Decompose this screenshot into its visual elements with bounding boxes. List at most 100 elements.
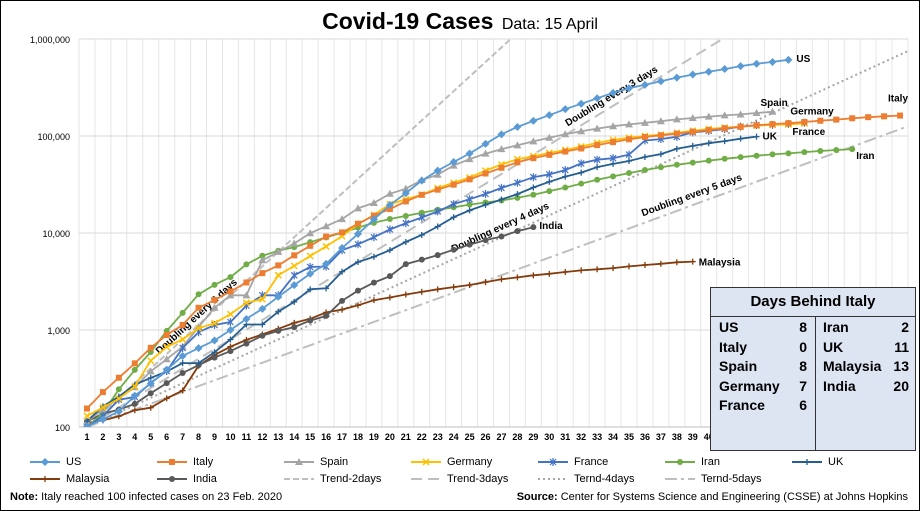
- chart-subtitle: Data: 15 April: [501, 16, 598, 33]
- series-end-label: Malaysia: [699, 258, 741, 269]
- data-point: [594, 142, 601, 149]
- data-point: [897, 112, 904, 119]
- y-tick-label: 1,000,000: [30, 35, 70, 45]
- x-tick-label: 18: [353, 432, 363, 442]
- data-point: [657, 260, 664, 267]
- data-point: [673, 259, 680, 266]
- data-point: [369, 215, 378, 224]
- data-point: [530, 272, 537, 279]
- data-point: [243, 340, 250, 347]
- data-point: [179, 321, 186, 328]
- data-point: [673, 161, 680, 168]
- days-behind-heading: Days Behind Italy: [711, 288, 915, 317]
- data-point: [291, 252, 298, 259]
- series-end-label: Spain: [760, 98, 787, 109]
- legend-swatch: [538, 478, 568, 480]
- data-point: [450, 214, 457, 221]
- legend-swatch: [284, 478, 314, 480]
- data-point: [434, 207, 442, 216]
- data-point: [657, 151, 664, 158]
- data-point: [131, 400, 138, 407]
- days-value: 20: [893, 377, 909, 394]
- data-point: [290, 281, 299, 290]
- data-point: [481, 149, 490, 157]
- data-point: [243, 279, 250, 286]
- legend-label: Italy: [193, 456, 214, 468]
- x-tick-label: 26: [481, 432, 491, 442]
- data-point: [768, 107, 777, 115]
- chart-title: Covid-19 Cases: [322, 8, 494, 34]
- data-point: [422, 458, 430, 466]
- data-point: [466, 207, 473, 214]
- data-point: [402, 219, 410, 228]
- days-value: 6: [799, 397, 807, 413]
- data-point: [817, 148, 824, 155]
- data-point: [529, 116, 538, 125]
- x-tick-label: 8: [196, 432, 201, 442]
- data-point: [689, 258, 696, 265]
- data-point: [433, 166, 442, 175]
- y-tick-label: 10,000: [42, 229, 70, 239]
- legend-swatch: [157, 459, 187, 465]
- data-point: [307, 286, 314, 293]
- days-row-iran: Iran 2: [823, 318, 909, 338]
- data-point: [290, 239, 299, 247]
- data-point: [513, 122, 522, 131]
- data-point: [354, 220, 361, 227]
- legend-swatch-marker: [169, 476, 175, 482]
- note-label: Note:: [10, 491, 39, 503]
- data-point: [656, 117, 665, 125]
- data-point: [226, 326, 235, 334]
- data-point: [594, 176, 601, 183]
- data-point: [609, 154, 617, 163]
- data-point: [849, 115, 856, 122]
- legend-swatch: [30, 458, 60, 466]
- data-point: [562, 184, 569, 191]
- data-point: [274, 271, 282, 279]
- data-point: [704, 112, 713, 120]
- data-point: [386, 247, 393, 254]
- data-point: [386, 294, 393, 301]
- legend-swatch-marker: [422, 458, 430, 466]
- data-point: [752, 59, 761, 68]
- data-point: [385, 189, 394, 197]
- data-point: [482, 190, 489, 199]
- data-point: [147, 390, 154, 397]
- data-point: [578, 145, 585, 152]
- data-point: [322, 242, 330, 250]
- legend-label: Malaysia: [66, 473, 110, 485]
- data-point: [785, 150, 792, 157]
- data-point: [179, 370, 186, 377]
- legend-swatch: [792, 459, 822, 465]
- data-point: [769, 121, 776, 128]
- data-point: [641, 167, 648, 174]
- data-point: [210, 319, 219, 327]
- data-point: [561, 166, 569, 175]
- legend-swatch-marker: [295, 458, 303, 465]
- legend-swatch: [157, 476, 187, 482]
- data-point: [306, 269, 315, 278]
- legend-swatch: [30, 476, 60, 482]
- days-country: US: [719, 319, 739, 335]
- data-point: [339, 306, 346, 313]
- data-point: [801, 149, 808, 156]
- days-row-uk: UK 11: [823, 338, 909, 358]
- x-tick-label: 31: [560, 432, 570, 442]
- data-point: [497, 145, 506, 153]
- data-point: [402, 291, 409, 298]
- data-point: [99, 403, 107, 411]
- data-point: [307, 242, 314, 249]
- data-point: [641, 261, 648, 268]
- x-tick-label: 32: [576, 432, 586, 442]
- data-point: [705, 140, 712, 147]
- data-point: [83, 405, 90, 412]
- data-point: [386, 206, 393, 213]
- data-point: [720, 111, 729, 119]
- data-point: [370, 253, 377, 260]
- data-point: [307, 317, 314, 324]
- data-point: [640, 80, 649, 89]
- data-point: [705, 157, 712, 164]
- data-point: [801, 118, 808, 125]
- data-point: [721, 125, 728, 132]
- data-point: [768, 57, 777, 66]
